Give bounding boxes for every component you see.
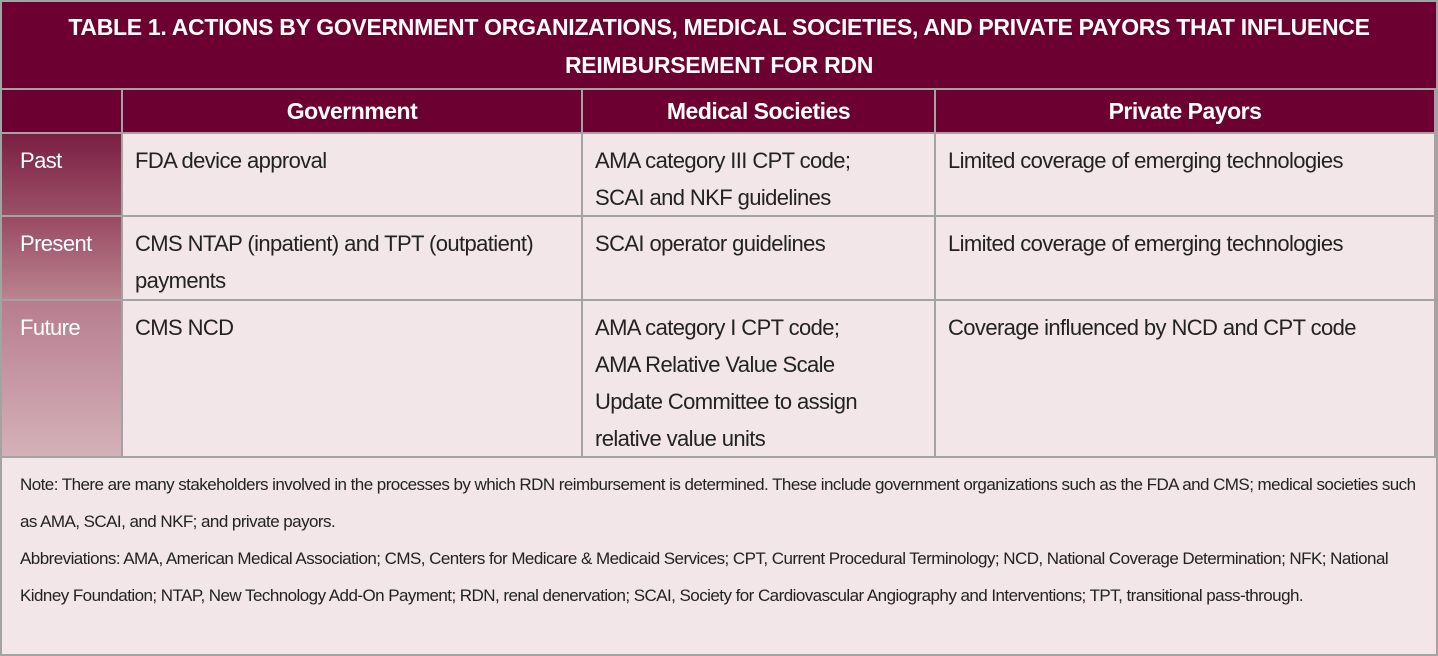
row-header: Future [2,301,123,458]
cell-line: FDA device approval [135,148,327,173]
cell-line: CMS NTAP (inpatient) and TPT (outpatient… [135,231,534,256]
table-cell: CMS NCD [123,301,583,458]
table-cell: FDA device approval [123,134,583,217]
table-grid: Government Medical Societies Private Payor… [2,90,1436,458]
cell-line: relative value units [595,426,766,451]
column-header: Private Payors [936,90,1436,134]
cell-line: Update Committee to assign [595,389,858,414]
corner-header [2,90,123,134]
table-cell: CMS NTAP (inpatient) and TPT (outpatient… [123,217,583,301]
table-cell: AMA category III CPT code; SCAI and NKF g… [583,134,936,217]
table-cell: AMA category I CPT code; AMA Relative Val… [583,301,936,458]
row-header: Past [2,134,123,217]
cell-line: Limited coverage of emerging technologie… [948,231,1343,256]
cell-line: AMA category I CPT code; [595,315,840,340]
row-header: Present [2,217,123,301]
note-paragraph: Abbreviations: AMA, American Medical Ass… [20,549,1389,605]
cell-line: Coverage influenced by NCD and CPT code [948,315,1356,340]
note-paragraph: Note: There are many stakeholders involv… [20,475,1416,531]
table-cell: Limited coverage of emerging technologie… [936,217,1436,301]
table-cell: Limited coverage of emerging technologie… [936,134,1436,217]
cell-line: Limited coverage of emerging technologie… [948,148,1343,173]
cell-line: AMA Relative Value Scale [595,352,835,377]
table-cell: Coverage influenced by NCD and CPT code [936,301,1436,458]
cell-line: AMA category III CPT code; [595,148,851,173]
table-title: TABLE 1. ACTIONS BY GOVERNMENT ORGANIZAT… [2,2,1436,90]
cell-line: SCAI operator guidelines [595,231,826,256]
table-note: Note: There are many stakeholders involv… [2,458,1436,614]
cell-line: SCAI and NKF guidelines [595,185,831,210]
cell-line: payments [135,268,226,293]
cell-line: CMS NCD [135,315,234,340]
column-header: Medical Societies [583,90,936,134]
table-cell: SCAI operator guidelines [583,217,936,301]
column-header: Government [123,90,583,134]
